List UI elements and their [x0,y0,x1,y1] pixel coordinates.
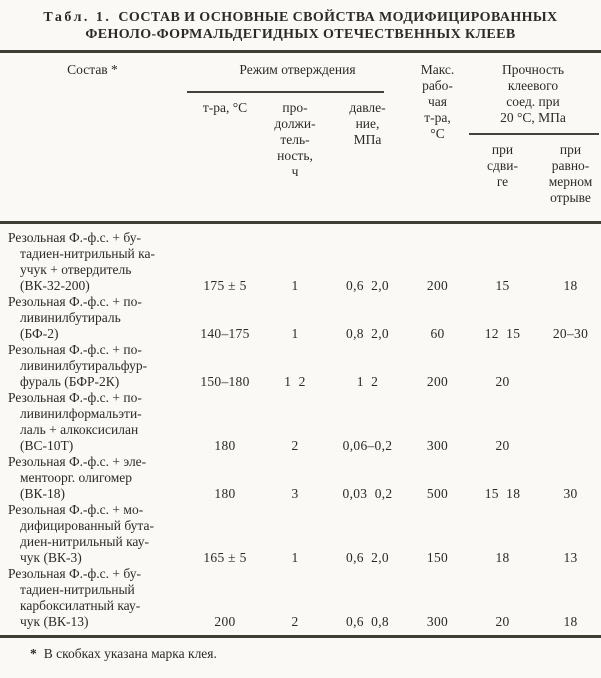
duration-cell: 1 [291,326,299,341]
header-cure-group-label: Режим отверждения [239,62,356,77]
cure-group-rule [187,91,384,93]
peel-strength-cell: 20–30 [552,326,589,341]
shear-strength-cell: 15 18 [484,486,521,501]
max-temp-cell: 60 [430,326,445,341]
peel-strength-cell: 30 [563,486,578,501]
title-text-line1: СОСТАВ И ОСНОВНЫЕ СВОЙСТВА МОДИФИЦИРОВАН… [118,10,558,25]
pressure-cell: 0,8 2,0 [346,326,389,341]
max-temp-cell: 500 [426,486,449,501]
peel-strength-cell: 13 [563,550,578,565]
max-temp-cell: 200 [426,374,449,389]
max-temp-cell: 200 [426,278,449,293]
duration-cell: 1 2 [284,374,306,389]
cure-subheaders: т-ра, °С про- должи- тель- ность, ч давл… [185,100,410,180]
composition-cell: Резольная Ф.-ф.с. + мо- дифицированный б… [8,502,154,565]
composition-cell: Резольная Ф.-ф.с. + по- ливинилформальэт… [8,390,142,453]
table-title-line1: Табл. 1. СОСТАВ И ОСНОВНЫЕ СВОЙСТВА МОДИФ… [0,9,601,26]
temperature-cell: 180 [214,486,236,501]
header-temperature: т-ра, °С [202,100,248,115]
temperature-cell: 165 ± 5 [203,550,247,565]
shear-strength-cell: 20 [495,374,510,389]
max-temp-cell: 150 [426,550,449,565]
table-row: Резольная Ф.-ф.с. + по- ливинилформальэт… [0,390,601,454]
shear-strength-cell: 20 [495,614,510,629]
composition-cell: Резольная Ф.-ф.с. + по- ливинилбутираль … [8,294,142,341]
table-row: Резольная Ф.-ф.с. + по- ливинилбутиральф… [0,342,601,390]
header-pressure: давле- ние, МПа [349,100,386,147]
pressure-cell: 0,6 2,0 [346,278,389,293]
table-row: Резольная Ф.-ф.с. + мо- дифицированный б… [0,502,601,566]
duration-cell: 3 [291,486,299,501]
table-row: Резольная Ф.-ф.с. + бу- тадиен-нитрильны… [0,566,601,630]
header-strength-group-label: Прочность клеевого соед. при 20 °С, МПа [500,62,566,125]
table-number: Табл. 1. [43,10,112,25]
footnote-marker: * [30,646,37,661]
composition-cell: Резольная Ф.-ф.с. + бу- тадиен-нитрильны… [8,230,155,293]
pressure-cell: 1 2 [356,374,379,389]
table-row: Резольная Ф.-ф.с. + эле- ментоорг. олиго… [0,454,601,502]
strength-group-rule [469,133,599,135]
pressure-cell: 0,6 0,8 [346,614,389,629]
duration-cell: 2 [291,438,299,453]
composition-cell: Резольная Ф.-ф.с. + эле- ментоорг. олиго… [8,454,147,501]
shear-strength-cell: 12 15 [484,326,521,341]
pressure-cell: 0,6 2,0 [346,550,389,565]
pressure-cell: 0,03 0,2 [342,486,393,501]
top-rule [0,50,601,53]
duration-cell: 2 [291,614,299,629]
temperature-cell: 140–175 [200,326,250,341]
table-title-line2: ФЕНОЛО-ФОРМАЛЬДЕГИДНЫХ ОТЕЧЕСТВЕННЫХ КЛЕ… [85,27,516,42]
table-row: Резольная Ф.-ф.с. + по- ливинилбутираль … [0,294,601,342]
table-row: Резольная Ф.-ф.с. + бу- тадиен-нитрильны… [0,230,601,294]
strength-subheaders: при сдви- ге при равно- мерном отрыве [465,142,601,206]
peel-strength-cell: 18 [563,614,578,629]
footnote: * В скобках указана марка клея. [0,638,601,662]
footnote-text: В скобках указана марка клея. [43,646,217,661]
shear-strength-cell: 20 [495,438,510,453]
temperature-cell: 175 ± 5 [203,278,247,293]
composition-cell: Резольная Ф.-ф.с. + по- ливинилбутиральф… [8,342,148,389]
header-duration: про- должи- тель- ность, ч [274,100,316,179]
temperature-cell: 180 [214,438,236,453]
header-shear: при сдви- ге [487,142,518,189]
peel-strength-cell: 18 [563,278,578,293]
header-group-strength: Прочность клеевого соед. при 20 °С, МПа … [465,62,601,206]
table-title: Табл. 1. СОСТАВ И ОСНОВНЫЕ СВОЙСТВА МОДИФ… [0,0,601,43]
max-temp-cell: 300 [426,614,449,629]
temperature-cell: 200 [214,614,236,629]
pressure-cell: 0,06–0,2 [342,438,393,453]
shear-strength-cell: 18 [495,550,510,565]
temperature-cell: 150–180 [200,374,250,389]
header-composition: Состав * [67,62,118,77]
duration-cell: 1 [291,278,299,293]
shear-strength-cell: 15 [495,278,510,293]
header-peel: при равно- мерном отрыве [548,142,593,205]
header-max-working-temp: Макс. рабо- чая т-ра, °С [420,62,455,141]
composition-cell: Резольная Ф.-ф.с. + бу- тадиен-нитрильны… [8,566,141,629]
duration-cell: 1 [291,550,299,565]
table-header: Состав * Режим отверждения т-ра, °С про-… [0,53,601,224]
header-group-cure-mode: Режим отверждения т-ра, °С про- должи- т… [185,62,410,180]
max-temp-cell: 300 [426,438,449,453]
table-body: Резольная Ф.-ф.с. + бу- тадиен-нитрильны… [0,224,601,630]
footnote-rule [0,635,601,638]
